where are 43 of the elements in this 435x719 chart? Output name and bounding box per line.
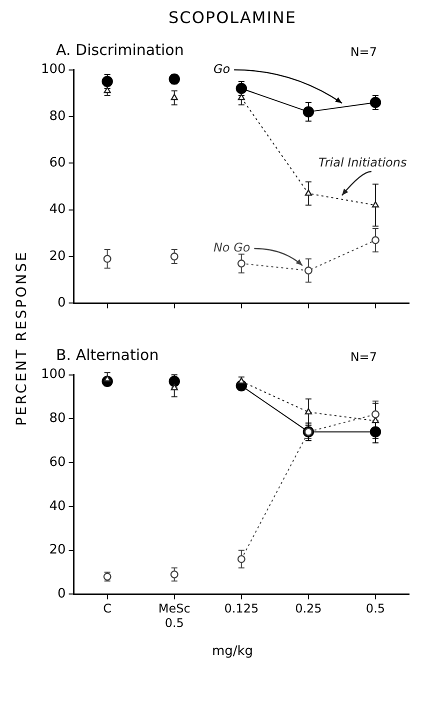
text: N=7	[350, 45, 377, 59]
x-tick-label: MeSc 0.5	[158, 602, 190, 630]
point	[238, 377, 245, 384]
y-tick-label: 40	[49, 498, 66, 514]
point	[237, 260, 246, 268]
x-tick-label: 0.5	[366, 602, 386, 616]
point	[371, 410, 380, 418]
point	[170, 570, 178, 578]
point	[170, 94, 178, 100]
point	[372, 201, 380, 208]
series-label: Trial Initiations	[318, 156, 407, 170]
point	[371, 236, 380, 244]
series-label: Go	[213, 62, 230, 76]
y-tick-label: 40	[49, 202, 66, 218]
chart-subtitle: B. Alternation	[56, 346, 159, 364]
point	[304, 408, 312, 414]
point	[103, 254, 112, 263]
x-tick-label: 0.125	[224, 602, 259, 616]
text: N=7	[350, 350, 377, 364]
point	[370, 96, 382, 108]
y-tick-label: 80	[49, 108, 66, 124]
y-axis-title: PERCENT RESPONSE	[14, 250, 30, 426]
y-tick-label: 100	[40, 367, 66, 382]
y-tick-label: 80	[49, 411, 66, 426]
point	[237, 555, 246, 564]
chart-subtitle: A. Discrimination	[56, 41, 184, 59]
y-tick-label: 20	[49, 248, 66, 264]
x-tick-label: C	[103, 602, 112, 616]
y-tick-label: 100	[40, 62, 66, 78]
point	[236, 82, 248, 94]
point	[304, 266, 312, 275]
y-tick-label: 0	[58, 296, 66, 311]
point	[304, 190, 312, 196]
y-tick-label: 0	[58, 586, 66, 602]
y-tick-label: 60	[49, 454, 66, 470]
x-axis-title: mg/kg	[210, 644, 254, 659]
y-tick-label: 60	[49, 156, 66, 171]
point	[302, 106, 314, 118]
series-label: No Go	[213, 240, 250, 255]
chart-title: SCOPOLAMINE	[168, 8, 298, 27]
point	[170, 252, 178, 261]
x-tick-label: 0.25	[295, 602, 322, 616]
y-tick-label: 20	[49, 542, 66, 558]
